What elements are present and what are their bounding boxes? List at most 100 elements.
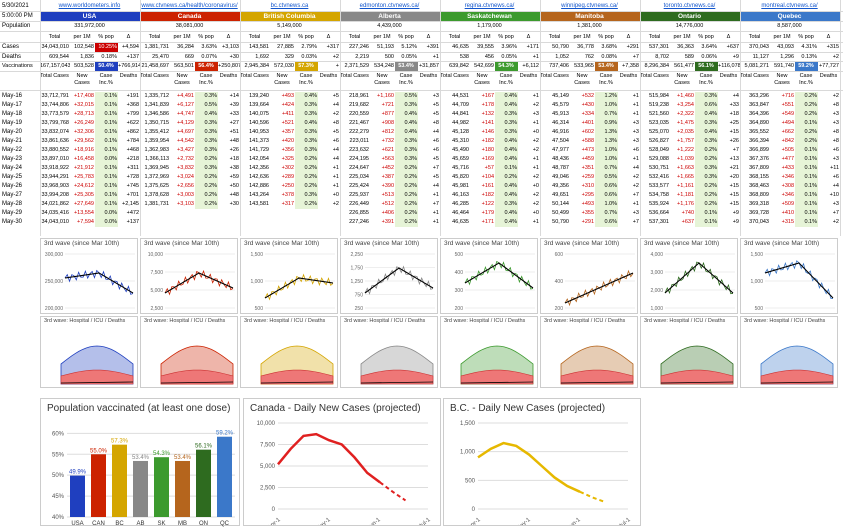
data-cell: +8 [832, 138, 839, 144]
data-cell: 45,659 [452, 156, 469, 162]
data-cell: +1,160 [377, 93, 394, 99]
data-cell: +180 [481, 147, 494, 153]
source-link[interactable]: montreal.ctvnews.ca/ [761, 3, 818, 9]
row-divider [0, 42, 843, 43]
data-cell: 0.2% [795, 128, 818, 137]
x-tick-label: May-1 [315, 517, 332, 525]
data-cell: +1 [332, 174, 339, 180]
region-header[interactable]: Ontario [640, 12, 740, 21]
category-label: USA [71, 521, 83, 527]
projected-line [379, 481, 407, 502]
data-cell: +4,697 [177, 129, 194, 135]
hospital-chart: 3rd wave: Hospital / ICU / Deaths [640, 316, 738, 388]
data-cell: 0.1% [795, 191, 818, 200]
subheader: Δ [526, 34, 531, 40]
data-cell: 0.1% [795, 200, 818, 209]
vacc-value: 167,157,043 [40, 63, 70, 69]
region-header[interactable]: USA [40, 12, 140, 21]
region-header[interactable]: Quebec [740, 12, 840, 21]
source-link[interactable]: winnipeg.ctvnews.ca/ [561, 3, 618, 9]
data-cell: +169 [481, 156, 494, 162]
data-cell: +1,475 [677, 120, 694, 126]
data-cell: 0.1% [95, 137, 118, 146]
column-header: Total Cases [340, 73, 369, 79]
data-cell: +29,562 [73, 138, 94, 144]
source-link[interactable]: bc.ctvnews.ca [270, 3, 309, 9]
deaths-value: +137 [126, 54, 139, 60]
data-cell: 0.2% [295, 155, 318, 164]
data-cell: 533,577 [649, 183, 669, 189]
region-header[interactable]: Saskatchewan [440, 12, 540, 21]
data-cell: 0.4% [495, 155, 518, 164]
data-cell: 46,285 [452, 201, 469, 207]
data-cell: 536,664 [649, 210, 669, 216]
data-cell: 0.1% [795, 218, 818, 227]
data-cell: +6 [332, 138, 339, 144]
data-cell: +4,542 [177, 138, 194, 144]
data-cell: 143,264 [249, 192, 269, 198]
source-link[interactable]: regina.ctvnews.ca/ [464, 3, 515, 9]
data-cell: 45,128 [452, 129, 469, 135]
vacc-value: 534,248 [374, 63, 394, 69]
data-cell: 140,596 [249, 120, 269, 126]
source-link[interactable]: www.ctvnews.ca/health/coronavirus/ [141, 3, 238, 9]
region-header[interactable]: Manitoba [540, 12, 640, 21]
cases-value: 27,885 [277, 44, 294, 50]
data-cell: 0.4% [695, 128, 718, 137]
data-cell: +289 [281, 174, 294, 180]
data-cell: 223,011 [349, 138, 369, 144]
data-cell: 0.4% [395, 128, 418, 137]
subheader: Total [448, 34, 461, 40]
region-header[interactable]: British Columbia [240, 12, 340, 21]
data-cell: +7 [632, 192, 639, 198]
data-cell: +494 [781, 120, 794, 126]
source-link[interactable]: www.worldometers.info [58, 3, 121, 9]
bc-chart: B.C. - Daily New Cases (projected) 1,500 1… [443, 398, 641, 526]
column-divider [40, 0, 41, 236]
region-header[interactable]: Alberta [340, 12, 440, 21]
data-cell: 44,982 [452, 120, 469, 126]
data-cell: +259 [581, 174, 594, 180]
vacc-value: 561,477 [674, 63, 694, 69]
source-link[interactable]: edmonton.ctvnews.ca/ [359, 3, 420, 9]
data-cell: 0.1% [95, 92, 118, 101]
region-header[interactable]: Canada [140, 12, 240, 21]
deaths-value: +7 [632, 54, 639, 60]
data-cell: +15 [729, 183, 739, 189]
data-cell: 0.2% [395, 200, 418, 209]
data-cell: +2,145 [122, 201, 139, 207]
data-cell: +178 [481, 102, 494, 108]
data-cell: 33,994,208 [41, 192, 69, 198]
vacc-value: 8,296,384 [644, 63, 669, 69]
data-cell: +0 [332, 192, 339, 198]
data-cell: 0.2% [195, 173, 218, 182]
source-link[interactable]: toronto.ctvnews.ca/ [663, 3, 716, 9]
data-cell: +2,732 [177, 156, 194, 162]
data-cell: +334 [581, 111, 594, 117]
date-row-label: May-27 [2, 192, 23, 198]
subheader: % pop [498, 34, 514, 40]
data-cell: 0.1% [95, 200, 118, 209]
tick-label: 2,000 [650, 288, 663, 294]
tick-label: 400 [455, 270, 464, 276]
vacc-value: 2,371,529 [344, 63, 369, 69]
data-cell: +1 [532, 93, 539, 99]
x-tick-label: Jun-1 [566, 517, 582, 525]
deaths-value: 589 [684, 54, 694, 60]
data-cell: 0.5% [595, 173, 618, 182]
subheader: Total [648, 34, 661, 40]
vaccinations-label: Vaccinations [2, 63, 33, 69]
tick-label: 200,000 [45, 306, 63, 312]
chart-title: 3rd wave (since Mar 10th) [244, 240, 320, 247]
subheader: % pop [598, 34, 614, 40]
data-cell: 46,163 [452, 192, 469, 198]
data-cell: 0.2% [395, 209, 418, 218]
cases-value: 5.12% [401, 44, 417, 50]
column-header: Deaths [419, 73, 438, 79]
data-cell: +1 [332, 183, 339, 189]
data-cell: 537,301 [649, 219, 669, 225]
data-cell: 366,394 [749, 138, 769, 144]
data-cell: +493 [581, 201, 594, 207]
deaths-line [560, 381, 634, 384]
subheader: Total [148, 34, 161, 40]
